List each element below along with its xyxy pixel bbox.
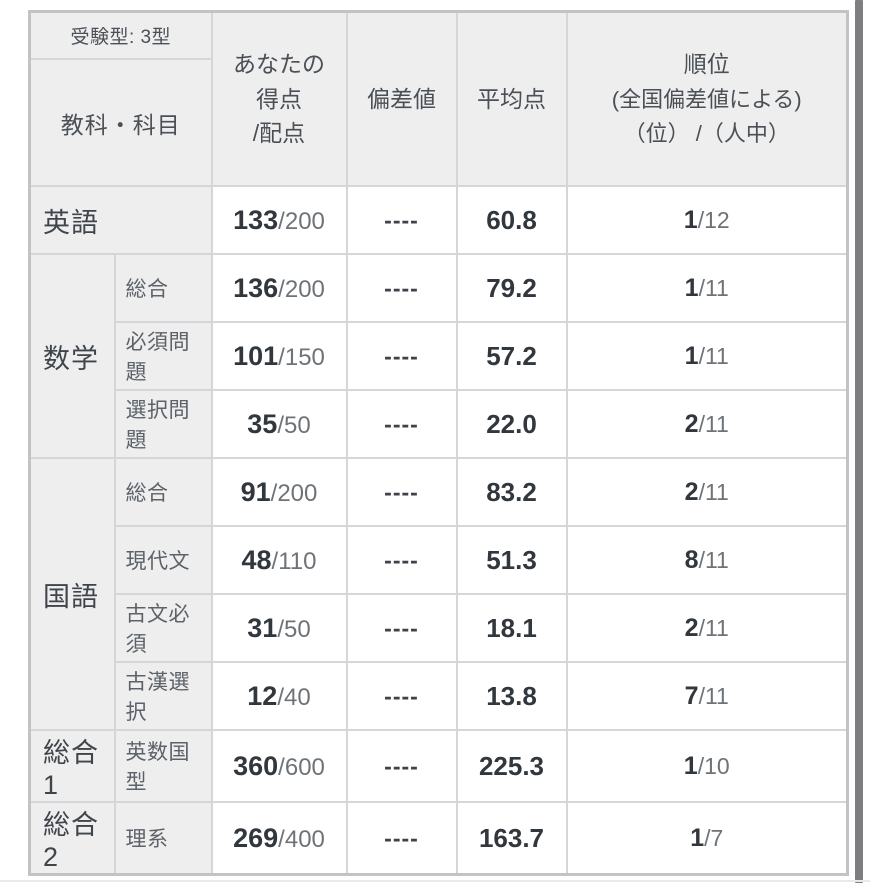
- table-row-sogo1: 総合1 英数国型 360/600 ---- 225.3 1/10: [28, 729, 849, 803]
- subject-group-label: 国語: [28, 457, 116, 731]
- deviation-cell: ----: [345, 661, 458, 731]
- subject-group-label: 英語: [28, 185, 213, 255]
- subject-group-label: 数学: [28, 253, 116, 459]
- score-table: 受験型: 3型 教科・科目 あなたの 得点 /配点 偏差値 平均点 順位 (全国…: [28, 10, 849, 876]
- subject-group-label: 総合1: [28, 729, 116, 803]
- subject-sub-label: 古文必須: [113, 593, 213, 663]
- subject-sub-label: 選択問題: [113, 389, 213, 459]
- score-cell: 133/200: [210, 185, 348, 255]
- column-header-rank: 順位 (全国偏差値による) （位） /（人中）: [565, 10, 849, 187]
- table-row-math-hissu: 必須問題 101/150 ---- 57.2 1/11: [30, 321, 849, 391]
- column-header-subject: 教科・科目: [60, 111, 181, 138]
- average-cell: 51.3: [455, 525, 568, 595]
- rank-cell: 1/7: [565, 801, 849, 876]
- deviation-cell: ----: [345, 253, 458, 323]
- score-cell: 91/200: [210, 457, 348, 527]
- scrollbar[interactable]: [855, 0, 863, 883]
- rank-cell: 2/11: [565, 457, 849, 527]
- header-row: 受験型: 3型 教科・科目 あなたの 得点 /配点 偏差値 平均点 順位 (全国…: [28, 10, 849, 187]
- deviation-cell: ----: [345, 457, 458, 527]
- rank-cell: 8/11: [565, 525, 849, 595]
- subject-sub-label: 英数国型: [113, 729, 213, 803]
- deviation-cell: ----: [345, 321, 458, 391]
- subject-sub-label: 理系: [113, 801, 213, 876]
- rank-cell: 1/12: [565, 185, 849, 255]
- average-cell: 13.8: [455, 661, 568, 731]
- exam-type-badge: 受験型: 3型: [31, 13, 211, 60]
- table-row-japanese-gendaibun: 現代文 48/110 ---- 51.3 8/11: [30, 525, 849, 595]
- column-header-score: あなたの 得点 /配点: [210, 10, 348, 187]
- deviation-cell: ----: [345, 185, 458, 255]
- rank-cell: 2/11: [565, 593, 849, 663]
- rank-cell: 1/11: [565, 253, 849, 323]
- score-report: 受験型: 3型 教科・科目 あなたの 得点 /配点 偏差値 平均点 順位 (全国…: [28, 10, 849, 876]
- table-row-math-sentaku: 選択問題 35/50 ---- 22.0 2/11: [30, 389, 849, 459]
- deviation-cell: ----: [345, 801, 458, 876]
- score-cell: 269/400: [210, 801, 348, 876]
- column-header-deviation: 偏差値: [345, 10, 458, 187]
- average-cell: 163.7: [455, 801, 568, 876]
- subject-sub-label: 総合: [113, 457, 213, 527]
- rank-cell: 1/10: [565, 729, 849, 803]
- score-cell: 48/110: [210, 525, 348, 595]
- score-cell: 31/50: [210, 593, 348, 663]
- average-cell: 57.2: [455, 321, 568, 391]
- subject-sub-label: 古漢選択: [113, 661, 213, 731]
- average-cell: 83.2: [455, 457, 568, 527]
- subject-sub-label: 必須問題: [113, 321, 213, 391]
- average-cell: 22.0: [455, 389, 568, 459]
- table-row-math-sogo: 数学 総合 136/200 ---- 79.2 1/11: [28, 253, 849, 459]
- subject-group-label: 総合2: [28, 801, 116, 876]
- rank-cell: 1/11: [565, 321, 849, 391]
- average-cell: 18.1: [455, 593, 568, 663]
- rank-cell: 7/11: [565, 661, 849, 731]
- table-row-sogo2: 総合2 理系 269/400 ---- 163.7 1/7: [28, 801, 849, 876]
- rank-cell: 2/11: [565, 389, 849, 459]
- bottom-divider: [0, 880, 870, 882]
- deviation-cell: ----: [345, 593, 458, 663]
- score-cell: 101/150: [210, 321, 348, 391]
- deviation-cell: ----: [345, 729, 458, 803]
- average-cell: 225.3: [455, 729, 568, 803]
- deviation-cell: ----: [345, 389, 458, 459]
- score-cell: 12/40: [210, 661, 348, 731]
- table-row-japanese-sogo: 国語 総合 91/200 ---- 83.2 2/11: [28, 457, 849, 731]
- average-cell: 60.8: [455, 185, 568, 255]
- score-cell: 35/50: [210, 389, 348, 459]
- header-subject-block: 受験型: 3型 教科・科目: [28, 10, 213, 187]
- score-cell: 360/600: [210, 729, 348, 803]
- subject-sub-label: 現代文: [113, 525, 213, 595]
- table-row-japanese-kokan: 古漢選択 12/40 ---- 13.8 7/11: [30, 661, 849, 731]
- column-header-average: 平均点: [455, 10, 568, 187]
- average-cell: 79.2: [455, 253, 568, 323]
- score-cell: 136/200: [210, 253, 348, 323]
- table-row-japanese-kobun: 古文必須 31/50 ---- 18.1 2/11: [30, 593, 849, 663]
- subject-sub-label: 総合: [113, 253, 213, 323]
- deviation-cell: ----: [345, 525, 458, 595]
- table-row-english: 英語 133/200 ---- 60.8 1/12: [28, 185, 849, 255]
